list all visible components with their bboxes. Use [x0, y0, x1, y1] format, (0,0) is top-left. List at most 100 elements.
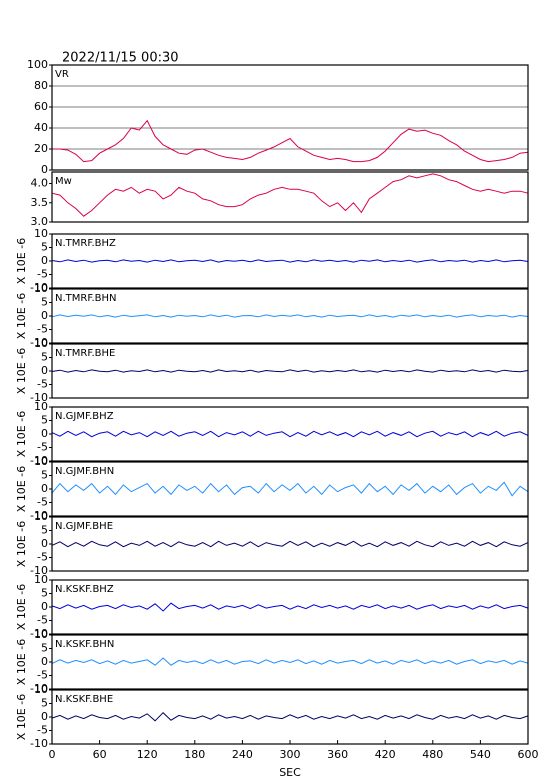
y-tick-label: 4.0 — [31, 177, 49, 190]
y-tick-label: 5 — [41, 414, 48, 427]
y-tick-label: -5 — [37, 378, 48, 391]
y-tick-label: 10 — [34, 573, 48, 586]
trace — [51, 602, 529, 612]
y-tick-label: 10 — [34, 282, 48, 295]
y-tick-label: 5 — [41, 351, 48, 364]
y-tick-label: 0 — [41, 482, 48, 495]
series-label: N.GJMF.BHN — [55, 466, 114, 477]
series-label: Mw — [55, 176, 72, 187]
series-label: N.TMRF.BHN — [55, 293, 117, 304]
y-axis-label: X 10E -6 — [15, 639, 28, 685]
panel-frame — [51, 343, 529, 399]
series-label: N.GJMF.BHZ — [55, 411, 114, 422]
x-tick-label: 360 — [327, 748, 348, 761]
x-tick-label: 480 — [422, 748, 443, 761]
trace — [51, 711, 529, 722]
y-tick-label: 5 — [41, 241, 48, 254]
series-label: N.GJMF.BHE — [55, 521, 113, 532]
y-tick-label: 100 — [27, 58, 48, 71]
y-tick-label: -10 — [30, 737, 48, 750]
x-tick-label: 120 — [137, 748, 158, 761]
y-tick-label: 10 — [34, 227, 48, 240]
y-tick-label: 0 — [41, 309, 48, 322]
y-tick-label: -5 — [37, 724, 48, 737]
y-tick-label: -5 — [37, 323, 48, 336]
y-tick-label: 10 — [34, 683, 48, 696]
panel-frame — [51, 233, 529, 289]
series-label: N.TMRF.BHZ — [55, 238, 116, 249]
y-tick-label: 0 — [41, 364, 48, 377]
y-tick-label: 0 — [41, 600, 48, 613]
x-axis-label: SEC — [279, 766, 301, 779]
trace — [51, 369, 529, 373]
y-tick-label: -10 — [30, 627, 48, 640]
trace — [51, 540, 529, 548]
y-tick-label: 0 — [41, 254, 48, 267]
y-tick-label: -5 — [37, 441, 48, 454]
y-tick-label: 0 — [41, 537, 48, 550]
panel-frame — [51, 634, 529, 690]
x-tick-label: 60 — [93, 748, 107, 761]
y-tick-label: 3.0 — [31, 215, 49, 228]
y-axis-label: X 10E -6 — [15, 694, 28, 740]
panel-frame — [51, 64, 529, 171]
y-tick-label: 10 — [34, 455, 48, 468]
y-tick-label: 60 — [34, 100, 48, 113]
trace — [51, 481, 529, 497]
y-tick-label: 20 — [34, 142, 48, 155]
y-tick-label: 40 — [34, 121, 48, 134]
y-tick-label: 5 — [41, 296, 48, 309]
y-tick-label: -5 — [37, 268, 48, 281]
trace — [51, 173, 529, 217]
y-tick-label: 5 — [41, 642, 48, 655]
y-tick-label: -10 — [30, 391, 48, 404]
series-label: VR — [55, 69, 69, 80]
y-axis-label: X 10E -6 — [15, 293, 28, 339]
y-tick-label: -5 — [37, 614, 48, 627]
y-axis-label: X 10E -6 — [15, 411, 28, 457]
panel-frame — [51, 406, 529, 462]
x-tick-label: 0 — [49, 748, 56, 761]
y-axis-label: X 10E -6 — [15, 348, 28, 394]
y-tick-label: 0 — [41, 710, 48, 723]
trace — [51, 657, 529, 666]
panel-frame — [51, 579, 529, 635]
series-label: N.KSKF.BHZ — [55, 584, 114, 595]
y-axis-label: X 10E -6 — [15, 238, 28, 284]
y-tick-label: 5 — [41, 469, 48, 482]
trace — [52, 119, 529, 163]
y-tick-label: -10 — [30, 281, 48, 294]
y-tick-label: -5 — [37, 669, 48, 682]
y-tick-label: -5 — [37, 496, 48, 509]
x-tick-label: 300 — [280, 748, 301, 761]
y-tick-label: -10 — [30, 564, 48, 577]
series-label: N.TMRF.BHE — [55, 348, 115, 359]
y-tick-label: 10 — [34, 628, 48, 641]
trace — [51, 259, 529, 263]
y-tick-label: -10 — [30, 454, 48, 467]
y-tick-label: 5 — [41, 524, 48, 537]
y-tick-label: 10 — [34, 400, 48, 413]
y-tick-label: -10 — [30, 682, 48, 695]
series-label: N.KSKF.BHN — [55, 639, 114, 650]
y-tick-label: -10 — [30, 509, 48, 522]
trace — [51, 314, 529, 318]
y-tick-label: -10 — [30, 336, 48, 349]
series-label: N.KSKF.BHE — [55, 694, 113, 705]
panel-frame — [51, 288, 529, 344]
y-tick-label: 10 — [34, 337, 48, 350]
trace — [51, 430, 529, 438]
x-tick-label: 540 — [470, 748, 491, 761]
y-tick-label: 0 — [41, 163, 48, 176]
y-tick-label: 10 — [34, 510, 48, 523]
panel-frame — [51, 171, 529, 223]
y-tick-label: -5 — [37, 551, 48, 564]
y-axis-label: X 10E -6 — [15, 584, 28, 630]
y-axis-label: X 10E -6 — [15, 521, 28, 567]
x-tick-label: 420 — [375, 748, 396, 761]
y-tick-label: 5 — [41, 697, 48, 710]
panel-frame — [51, 516, 529, 572]
y-tick-label: 80 — [34, 79, 48, 92]
